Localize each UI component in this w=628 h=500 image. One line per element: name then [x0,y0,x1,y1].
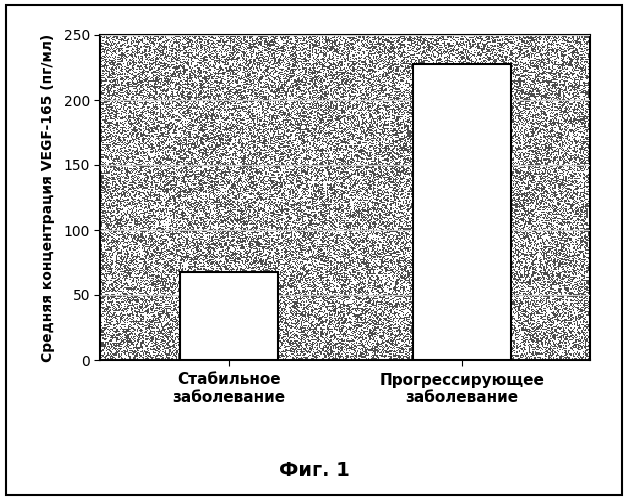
Bar [180,272,278,360]
Text: Фиг. 1: Фиг. 1 [279,460,349,479]
Bar [413,64,511,360]
Y-axis label: Средняя концентрация VEGF-165 (пг/мл): Средняя концентрация VEGF-165 (пг/мл) [41,34,55,361]
